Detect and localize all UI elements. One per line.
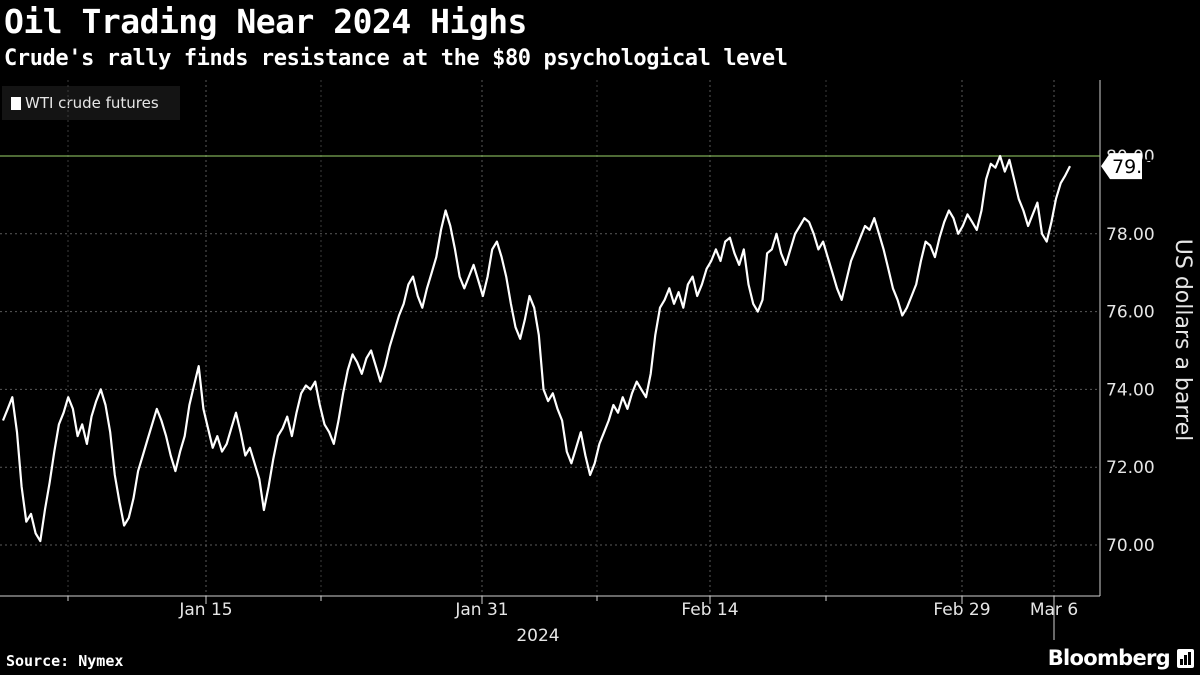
bloomberg-logo: Bloomberg: [1047, 646, 1171, 670]
last-value-callout: [1101, 153, 1142, 180]
chart-subtitle: Crude's rally finds resistance at the $8…: [4, 46, 788, 71]
legend-label: WTI crude futures: [25, 94, 159, 112]
x-tick-label: Feb 29: [933, 600, 990, 620]
y-tick-label: 72.00: [1106, 458, 1155, 478]
price-line: [1, 154, 1071, 543]
bloomberg-chart-icon: [1177, 649, 1194, 668]
chart-legend: WTI crude futures: [2, 86, 180, 120]
x-tick-label: Jan 15: [178, 600, 232, 620]
x-year-label: 2024: [516, 626, 559, 646]
chart-title: Oil Trading Near 2024 Highs: [4, 2, 527, 41]
y-tick-label: 76.00: [1106, 303, 1155, 323]
y-tick-label: 74.00: [1106, 380, 1155, 400]
y-axis-title: US dollars a barrel: [1170, 239, 1195, 441]
y-tick-label: 78.00: [1106, 225, 1155, 245]
x-tick-label: Jan 31: [454, 600, 508, 620]
x-tick-label: Feb 14: [681, 600, 738, 620]
y-tick-label: 70.00: [1106, 536, 1155, 556]
source-note: Source: Nymex: [6, 652, 124, 670]
legend-swatch-icon: [11, 96, 21, 110]
last-value-label: 79.74: [1112, 156, 1166, 178]
